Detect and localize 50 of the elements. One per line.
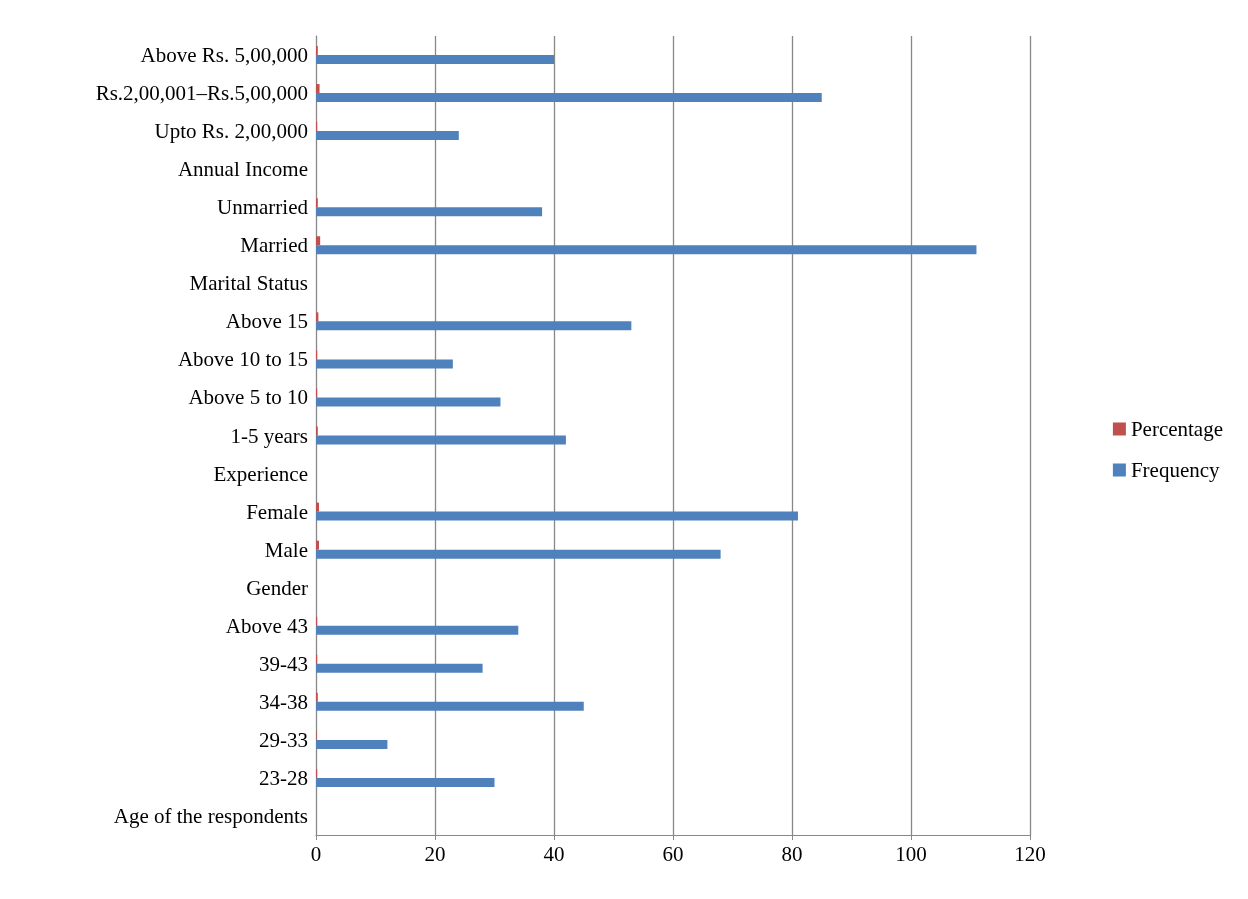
bar <box>316 245 977 255</box>
y-tick-label: 29-33 <box>259 727 308 752</box>
legend-label: Percentage <box>1130 417 1224 441</box>
x-tick-label: 60 <box>662 841 684 866</box>
legend-label: Frequency <box>1130 458 1221 482</box>
y-tick-label: Above 10 to 15 <box>177 347 308 372</box>
y-tick-label: Upto Rs. 2,00,000 <box>154 119 308 144</box>
x-tick-label: 80 <box>781 841 803 866</box>
bar <box>316 739 388 749</box>
y-tick-label: Rs.2,00,001–Rs.5,00,000 <box>95 81 308 106</box>
y-tick-label: Gender <box>246 575 308 600</box>
y-tick-label: Above Rs. 5,00,000 <box>140 43 308 68</box>
bar <box>316 55 554 65</box>
x-tick-label: 120 <box>1014 841 1046 866</box>
bar <box>316 540 319 550</box>
y-tick-label: Unmarried <box>217 195 309 220</box>
bar <box>316 435 566 445</box>
x-tick-label: 100 <box>895 841 927 866</box>
y-tick-label: Experience <box>213 461 308 486</box>
y-tick-label: Female <box>246 499 308 524</box>
y-tick-label: Age of the respondents <box>113 803 308 828</box>
bar <box>316 663 483 673</box>
y-tick-label: Marital Status <box>189 271 308 296</box>
bar <box>316 321 632 331</box>
y-tick-label: Above 5 to 10 <box>188 385 308 410</box>
bar <box>316 359 453 369</box>
y-tick-label: Male <box>264 537 308 562</box>
bar <box>316 502 319 512</box>
y-tick-label: 39-43 <box>259 651 308 676</box>
x-tick-label: 0 <box>310 841 322 866</box>
y-tick-label: 23-28 <box>259 765 308 790</box>
bar <box>316 511 798 521</box>
y-tick-label: 34-38 <box>259 689 308 714</box>
bar <box>316 397 501 407</box>
bar <box>316 236 321 246</box>
bar <box>316 131 459 141</box>
y-tick-label: Above 43 <box>225 613 308 638</box>
x-tick-label: 40 <box>543 841 565 866</box>
bar <box>316 207 543 217</box>
y-tick-label: 1-5 years <box>230 423 308 448</box>
bar <box>316 701 584 711</box>
y-tick-label: Above 15 <box>225 309 308 334</box>
x-tick-label: 20 <box>424 841 446 866</box>
bar <box>316 549 721 559</box>
y-tick-label: Annual Income <box>177 157 308 182</box>
bar <box>316 625 519 635</box>
bar <box>316 93 822 103</box>
bar <box>316 777 495 787</box>
bar <box>316 84 320 94</box>
y-tick-label: Married <box>240 233 309 258</box>
